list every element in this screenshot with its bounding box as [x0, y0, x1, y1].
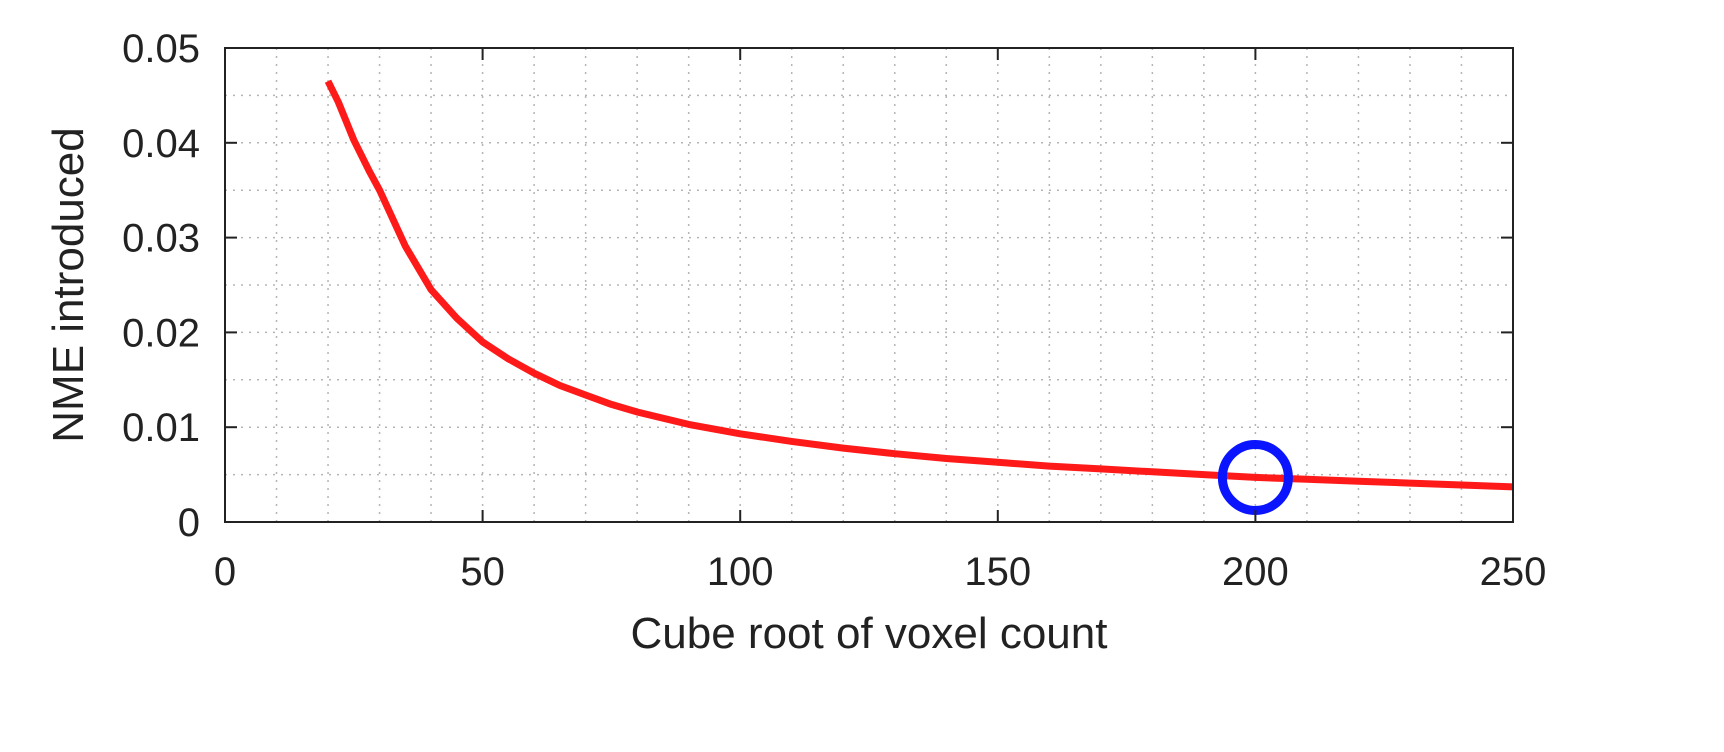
x-tick-label: 150 — [964, 550, 1031, 594]
x-tick-labels: 0 50 100 150 200 250 — [214, 550, 1547, 594]
series-layer — [324, 79, 1514, 515]
y-tick-label: 0.02 — [122, 311, 200, 355]
y-tick-label: 0.01 — [122, 406, 200, 450]
x-tick-label: 200 — [1222, 550, 1289, 594]
y-tick-label: 0.05 — [122, 27, 200, 71]
plot-frame — [224, 47, 1514, 523]
grid — [225, 48, 1513, 522]
x-tick-label: 250 — [1480, 550, 1547, 594]
x-axis-title: Cube root of voxel count — [631, 609, 1108, 658]
x-tick-label: 50 — [460, 550, 505, 594]
x-tick-label: 0 — [214, 550, 236, 594]
y-tick-label: 0.03 — [122, 217, 200, 261]
x-tick-label: 100 — [707, 550, 774, 594]
ticks — [224, 47, 1514, 523]
y-tick-label: 0.04 — [122, 122, 200, 166]
y-tick-labels: 0 0.01 0.02 0.03 0.04 0.05 — [122, 27, 200, 545]
y-axis-title: NME introduced — [44, 127, 93, 442]
series-line — [324, 79, 1514, 491]
y-tick-label: 0 — [178, 501, 200, 545]
